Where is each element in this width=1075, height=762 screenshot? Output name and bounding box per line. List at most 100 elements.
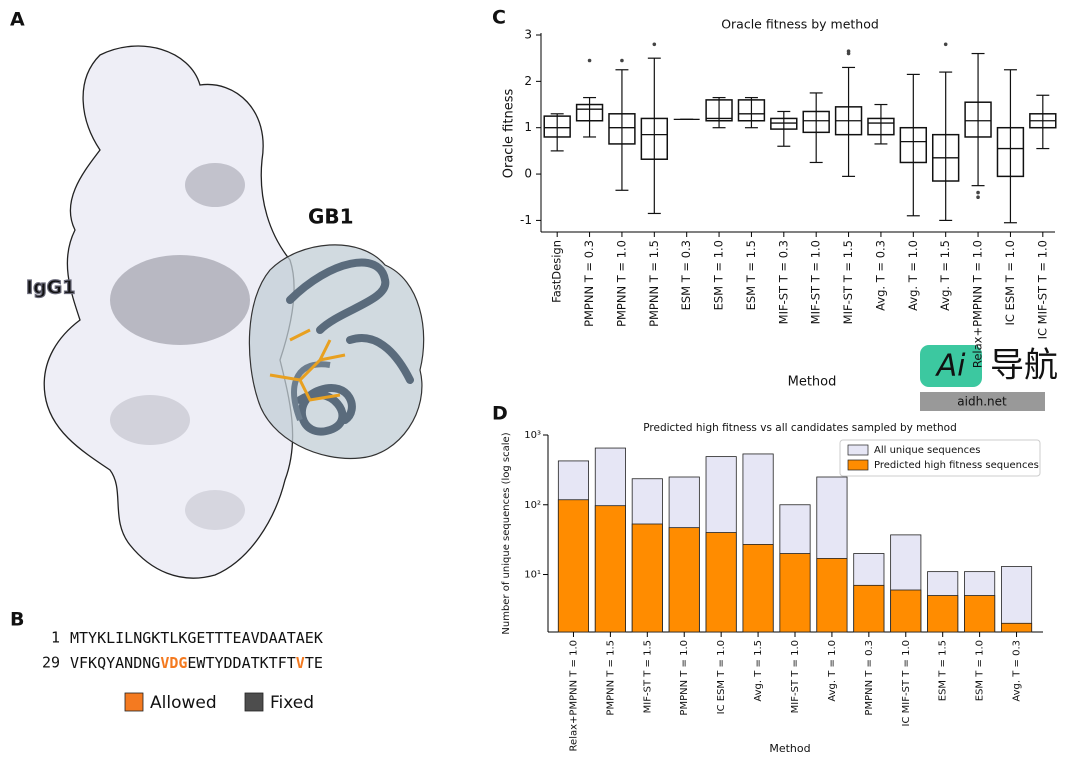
x-tick-label: Avg. T = 0.3 <box>873 240 887 311</box>
bar <box>779 553 811 633</box>
surface-shadow <box>185 490 245 530</box>
x-tick-label: IC MIF-ST T = 1.0 <box>901 640 912 726</box>
y-axis-label: Number of unique sequences (log scale) <box>501 432 512 634</box>
y-tick-label: -1 <box>520 213 532 227</box>
legend-label: Predicted high fitness sequences <box>874 460 1039 471</box>
outlier <box>943 42 948 47</box>
sequence-segment: MTYKLILNGKTLKGETTTEAVDAATAEK <box>70 629 323 647</box>
sequence-segment: EWTYDDATKTFT <box>187 654 295 672</box>
bar <box>927 595 959 633</box>
surface-shadow <box>185 163 245 207</box>
bar <box>890 589 922 633</box>
x-tick-label: MIF-ST T = 1.5 <box>841 240 855 324</box>
panel-letter: B <box>10 609 24 631</box>
sequence-segment: VDG <box>160 654 187 672</box>
chart-title: Oracle fitness by method <box>721 17 879 32</box>
y-tick-label: 2 <box>524 74 532 88</box>
y-tick-label: 0 <box>524 167 532 181</box>
box <box>899 126 928 164</box>
y-tick-label: 3 <box>524 28 532 42</box>
x-tick-label: IC MIF-ST T = 1.0 <box>1035 240 1049 339</box>
bar <box>1001 622 1033 633</box>
protein-rendering <box>43 45 425 579</box>
x-tick-label: Avg. T = 1.0 <box>827 640 838 702</box>
box <box>575 103 604 122</box>
x-tick-label: Relax+PMPNN T = 1.0 <box>568 640 579 751</box>
legend-swatch <box>244 692 264 712</box>
legend-label: Fixed <box>270 693 314 713</box>
bar <box>557 499 589 633</box>
bar <box>631 523 663 633</box>
legend-label: Allowed <box>150 693 217 713</box>
x-tick-label: Avg. T = 0.3 <box>1012 640 1023 702</box>
bar <box>668 527 700 633</box>
box <box>867 117 895 136</box>
box <box>996 126 1025 178</box>
outlier <box>620 58 624 63</box>
x-tick-label: IC ESM T = 1.0 <box>716 640 727 714</box>
panel-letter: D <box>492 403 508 425</box>
x-tick-label: MIF-ST T = 1.0 <box>790 640 801 713</box>
x-tick-label: ESM T = 1.5 <box>744 240 758 310</box>
bar <box>964 595 996 633</box>
x-tick-label: ESM T = 0.3 <box>679 240 693 310</box>
x-axis-label: Method <box>788 375 837 390</box>
watermark-url: aidh.net <box>957 395 1007 409</box>
bar <box>1001 566 1033 633</box>
panel-letter: A <box>10 9 25 31</box>
x-tick-label: MIF-ST T = 1.5 <box>642 640 653 713</box>
gb1-cartoon <box>291 361 331 422</box>
box <box>802 110 830 134</box>
panel-letter: C <box>492 7 506 29</box>
side-chains <box>269 328 346 402</box>
bar <box>853 584 885 633</box>
residue-number: 29 <box>42 654 60 672</box>
protein-label: GB1 <box>308 205 354 229</box>
x-tick-label: MIF-ST T = 0.3 <box>776 240 790 324</box>
x-axis-label: Method <box>769 742 810 755</box>
protein-label: IgG1 <box>26 277 76 299</box>
watermark-logo: Ai <box>935 349 967 384</box>
watermark-badge <box>920 345 982 387</box>
x-tick-label: PMPNN T = 1.0 <box>614 240 628 327</box>
y-tick-label: 1 <box>524 120 532 134</box>
bar <box>705 532 737 633</box>
legend-label: All unique sequences <box>874 445 980 456</box>
x-tick-label: PMPNN T = 1.0 <box>679 640 690 716</box>
legend-swatch <box>847 444 869 456</box>
y-tick-label: 10¹ <box>524 570 541 581</box>
x-tick-label: PMPNN T = 1.5 <box>605 640 616 716</box>
box <box>964 101 992 138</box>
x-tick-label: FastDesign <box>550 240 564 303</box>
box <box>608 113 636 145</box>
gb1-cartoon <box>286 258 414 436</box>
legend-box <box>839 439 1041 477</box>
outlier <box>652 42 657 47</box>
sequence: MTYKLILNGKTLKGETTTEAVDAATAEK <box>70 629 323 647</box>
outlier <box>587 58 592 63</box>
bar <box>816 558 848 633</box>
x-tick-label: Avg. T = 1.0 <box>906 240 920 311</box>
sequence: VFKQYANDNGVDGEWTYDDATKTFTVTE <box>70 654 323 672</box>
x-tick-label: ESM T = 1.0 <box>712 240 726 310</box>
box <box>705 99 733 122</box>
x-tick-label: PMPNN T = 1.5 <box>647 240 661 327</box>
box <box>543 115 571 138</box>
chart-title: Predicted high fitness vs all candidates… <box>643 422 956 434</box>
x-tick-label: IC ESM T = 1.0 <box>1003 240 1017 325</box>
box <box>770 117 798 130</box>
surface-shadow <box>110 395 190 445</box>
legend-swatch <box>124 692 144 712</box>
residue-number: 1 <box>51 629 60 647</box>
sequence-segment: TE <box>305 654 323 672</box>
legend-swatch <box>847 459 869 471</box>
x-tick-label: MIF-ST T = 1.0 <box>809 240 823 324</box>
x-tick-label: Avg. T = 1.5 <box>938 240 952 311</box>
x-tick-label: Relax+PMPNN T = 1.0 <box>971 240 985 368</box>
watermark-text: 导航 <box>990 346 1058 386</box>
surface-shadow <box>110 255 250 345</box>
bar <box>594 505 626 633</box>
outlier <box>976 195 980 200</box>
sequence-segment: VFKQYANDNG <box>70 654 160 672</box>
watermark-bar <box>920 392 1045 411</box>
